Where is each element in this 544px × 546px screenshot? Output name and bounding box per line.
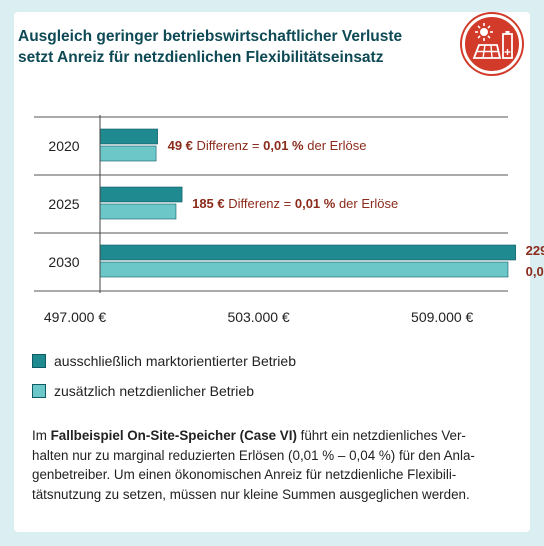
title-line-1: Ausgleich geringer betriebswirtschaftlic… [18,28,403,45]
annotation-part: 0,04 % [526,264,544,279]
legend-item-grid: zusätzlich netzdienlicher Betrieb [32,382,254,400]
bar-market [99,186,183,203]
bar-market [99,244,516,261]
description-line-3: genbetreiber. Um einen ökonomischen Anre… [32,467,457,482]
category-label: 2025 [48,196,79,212]
legend-swatch-light [32,384,46,398]
annotation-part: 49 € [168,138,193,153]
annotation-part: Differenz = [193,138,263,153]
bar-grid [99,145,157,162]
description-line-2: halten nur zu marginal reduzierten Erlös… [32,447,475,463]
title-line-2: setzt Anreiz für netzdienlichen Flexibil… [18,49,384,66]
description-text: Im Fallbeispiel On-Site-Speicher (Case V… [32,426,518,504]
description-line-1: Im Fallbeispiel On-Site-Speicher (Case V… [32,428,466,443]
annotation-part: 0,01 % [295,196,336,211]
annotation-label: 229 € Differenz = [526,243,544,258]
bar-market [99,128,158,145]
annotation-part: Differenz = [225,196,295,211]
x-tick-label: 497.000 € [44,309,106,325]
legend-swatch-dark [32,354,46,368]
annotation-label: 49 € Differenz = 0,01 % der Erlöse [168,138,367,153]
annotation-part: der Erlöse [304,138,367,153]
solar-battery-icon [462,14,522,74]
description-line-4: tätsnutzung zu setzen, müssen nur kleine… [32,486,470,502]
legend-item-market: ausschließlich marktorientierter Betrieb [32,352,296,370]
annotation-label: 0,04 % der Erlöse [526,264,544,279]
bar-chart: 2020 49 € Differenz = 0,01 % der Erlöse 20… [34,115,544,325]
category-label: 2020 [48,138,79,154]
category-label: 2030 [48,254,79,270]
legend-label-grid: zusätzlich netzdienlicher Betrieb [54,383,254,399]
bar-grid [99,203,177,220]
solar-battery-icon-graphic [472,23,513,59]
annotation-part: der Erlöse [335,196,398,211]
annotation-label: 185 € Differenz = 0,01 % der Erlöse [192,196,398,211]
annotation-part: 229 € [526,243,544,258]
chart-title: Ausgleich geringer betriebswirtschaftlic… [18,26,418,68]
x-tick-label: 503.000 € [227,309,289,325]
x-tick-label: 509.000 € [411,309,473,325]
legend-label-market: ausschließlich marktorientierter Betrieb [54,353,296,369]
annotation-part: 185 € [192,196,225,211]
bar-grid [99,261,509,278]
annotation-part: 0,01 % [263,138,304,153]
